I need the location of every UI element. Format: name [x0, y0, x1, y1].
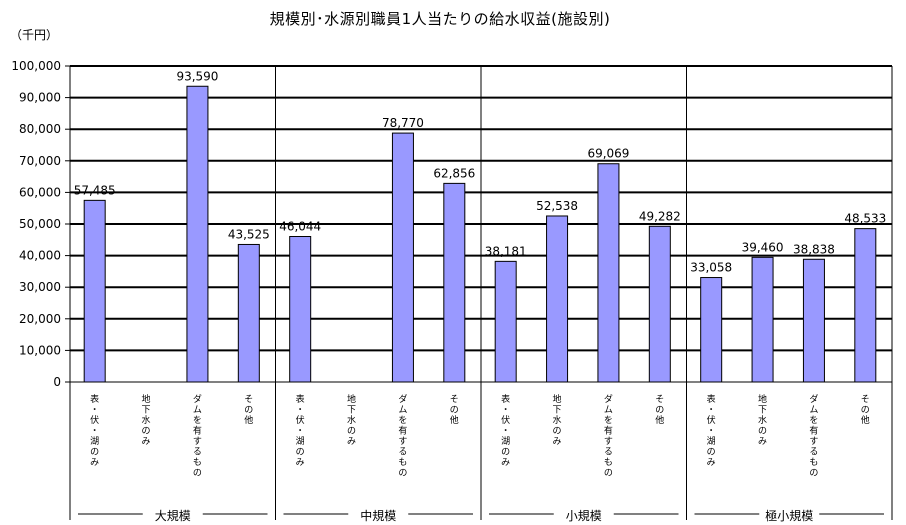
bar	[289, 236, 312, 383]
bar	[751, 256, 774, 383]
group-label: 中規模	[360, 508, 396, 523]
bar	[186, 85, 209, 383]
y-tick-label: 30,000	[19, 280, 61, 294]
bar	[391, 132, 414, 383]
chart-title: 規模別･水源別職員1人当たりの給水収益(施設別)	[269, 10, 611, 28]
group-label: 極小規模	[765, 508, 813, 523]
category-label: 地下水のみ	[553, 393, 562, 447]
group-label: 大規模	[155, 508, 191, 523]
data-label: 69,069	[587, 147, 629, 161]
bar	[700, 277, 723, 383]
y-tick-label: 60,000	[19, 185, 61, 199]
category-label: その他	[861, 394, 870, 426]
category-label: 地下水のみ	[758, 393, 767, 447]
y-tick-label: 50,000	[19, 217, 61, 231]
group-label: 小規模	[566, 508, 602, 523]
bar	[494, 260, 517, 383]
y-tick-label: 90,000	[19, 91, 61, 105]
bar	[802, 258, 825, 383]
data-label: 62,856	[433, 166, 475, 180]
category-label: 地下水のみ	[142, 393, 151, 447]
bar	[83, 199, 106, 383]
y-tick-label: 100,000	[11, 59, 61, 73]
bar	[648, 225, 671, 383]
bar	[546, 215, 569, 383]
category-label: その他	[655, 394, 664, 426]
bar	[854, 228, 877, 383]
category-label: ダムを有するもの	[398, 393, 407, 479]
bar	[237, 243, 260, 383]
y-tick-label: 80,000	[19, 122, 61, 136]
data-label: 46,044	[279, 220, 321, 234]
y-tick-label: 20,000	[19, 312, 61, 326]
data-label: 57,485	[74, 183, 116, 197]
y-tick-label: 10,000	[19, 343, 61, 357]
category-label: その他	[244, 394, 253, 426]
y-tick-label: 40,000	[19, 249, 61, 263]
data-label: 48,533	[844, 212, 886, 226]
category-label: ダムを有するもの	[604, 393, 613, 479]
category-label: 地下水のみ	[347, 393, 356, 447]
category-label: ダムを有するもの	[809, 393, 818, 479]
data-label: 38,181	[485, 244, 527, 258]
y-axis-unit-label: （千円）	[10, 28, 59, 42]
data-label: 49,282	[639, 209, 681, 223]
data-label: 38,838	[793, 242, 835, 256]
data-label: 93,590	[176, 69, 218, 83]
y-tick-label: 0	[53, 375, 61, 389]
data-label: 33,058	[690, 261, 732, 275]
category-label: 表・伏・湖のみ	[296, 393, 305, 468]
data-label: 78,770	[382, 116, 424, 130]
data-label: 39,460	[742, 240, 784, 254]
data-label: 43,525	[228, 227, 270, 241]
y-tick-label: 70,000	[19, 154, 61, 168]
category-label: 表・伏・湖のみ	[501, 393, 510, 468]
data-label: 52,538	[536, 199, 578, 213]
category-label: 表・伏・湖のみ	[90, 393, 99, 468]
category-label: その他	[450, 394, 459, 426]
bar	[597, 163, 620, 383]
category-label: ダムを有するもの	[193, 393, 202, 479]
bar	[443, 182, 466, 383]
category-label: 表・伏・湖のみ	[707, 393, 716, 468]
